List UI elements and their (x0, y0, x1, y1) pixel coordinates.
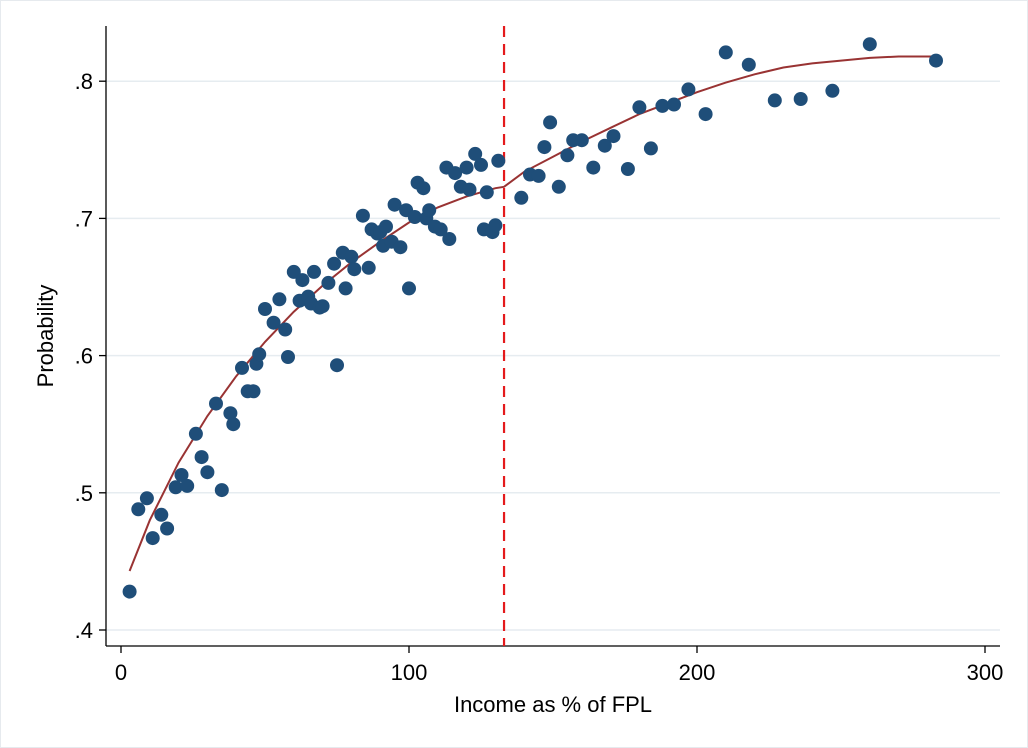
gridlines (106, 80, 1000, 631)
y-axis-title: Probability (33, 285, 58, 388)
data-point (355, 208, 370, 223)
data-point (474, 157, 488, 172)
y-tick-label: .8 (75, 69, 93, 94)
data-point (194, 450, 209, 465)
data-point (620, 162, 635, 176)
data-point (235, 360, 249, 375)
data-point (295, 273, 310, 288)
data-point (361, 260, 376, 275)
data-point (468, 146, 483, 161)
data-point (338, 281, 353, 296)
data-point (315, 299, 330, 314)
data-point (258, 302, 272, 316)
data-point (347, 262, 362, 277)
data-point (387, 197, 402, 212)
data-point (131, 502, 146, 517)
data-point (407, 210, 422, 224)
data-point (442, 232, 457, 246)
data-point (643, 141, 658, 156)
y-tick-label: .4 (75, 618, 93, 643)
data-point (718, 45, 733, 60)
data-point (929, 53, 943, 68)
y-tick-label: .5 (75, 481, 93, 506)
data-point (246, 384, 261, 399)
data-point (491, 153, 506, 168)
data-point (327, 256, 342, 271)
data-point (402, 281, 416, 296)
data-point (514, 190, 529, 205)
data-point (281, 350, 295, 364)
x-tick-label: 0 (115, 660, 127, 685)
data-point (122, 584, 137, 599)
data-point (223, 406, 238, 421)
x-tick-label: 100 (391, 660, 428, 685)
x-tick-label: 300 (967, 660, 1004, 685)
data-point (278, 322, 293, 337)
data-point (154, 507, 169, 522)
data-point (209, 396, 223, 411)
data-point (307, 264, 321, 279)
data-point (174, 468, 189, 482)
x-axis-title: Income as % of FPL (454, 692, 652, 717)
data-point (422, 203, 437, 218)
data-point (168, 480, 183, 495)
data-point (344, 249, 359, 264)
data-point (188, 426, 203, 441)
data-point (433, 222, 448, 237)
data-point (586, 160, 601, 175)
x-tick-label: 200 (679, 660, 716, 685)
data-point (825, 83, 840, 98)
data-point (862, 37, 877, 52)
data-point (139, 491, 154, 506)
data-point (632, 100, 647, 115)
data-point (272, 292, 287, 307)
data-point (531, 168, 546, 183)
data-point (214, 483, 229, 498)
data-point (667, 97, 681, 112)
y-tick-label: .6 (75, 344, 93, 369)
data-point (180, 478, 195, 493)
ticks: .4 .5 .6 .7 .8 0 100 200 300 (75, 69, 1004, 685)
data-point (321, 275, 336, 290)
data-point (574, 133, 589, 148)
fit-curve-group (128, 55, 936, 572)
data-points (122, 37, 943, 599)
data-point (741, 57, 756, 72)
data-point (462, 182, 477, 197)
data-point (379, 219, 393, 234)
data-point (160, 521, 175, 536)
data-point (597, 138, 612, 153)
data-point (226, 417, 241, 432)
fit-curve (128, 55, 936, 572)
data-point (698, 107, 713, 122)
data-point (416, 181, 431, 196)
data-point (655, 98, 670, 113)
axes (105, 26, 1000, 647)
data-point (200, 465, 215, 480)
data-point (488, 218, 503, 233)
data-point (145, 531, 160, 546)
data-point (606, 129, 621, 144)
data-point (479, 185, 494, 200)
data-point (681, 82, 696, 97)
data-point (560, 148, 575, 163)
data-point (537, 140, 552, 155)
data-point (393, 240, 408, 255)
data-point (448, 166, 463, 181)
data-point (266, 315, 281, 330)
data-point (459, 160, 474, 175)
data-point (551, 179, 566, 194)
data-point (330, 358, 344, 373)
y-tick-label: .7 (75, 206, 93, 231)
data-point (767, 93, 782, 108)
data-point (252, 347, 267, 362)
data-point (793, 92, 808, 106)
data-point (543, 115, 558, 130)
